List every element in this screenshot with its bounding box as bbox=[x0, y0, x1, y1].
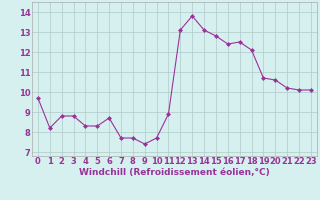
X-axis label: Windchill (Refroidissement éolien,°C): Windchill (Refroidissement éolien,°C) bbox=[79, 168, 270, 177]
